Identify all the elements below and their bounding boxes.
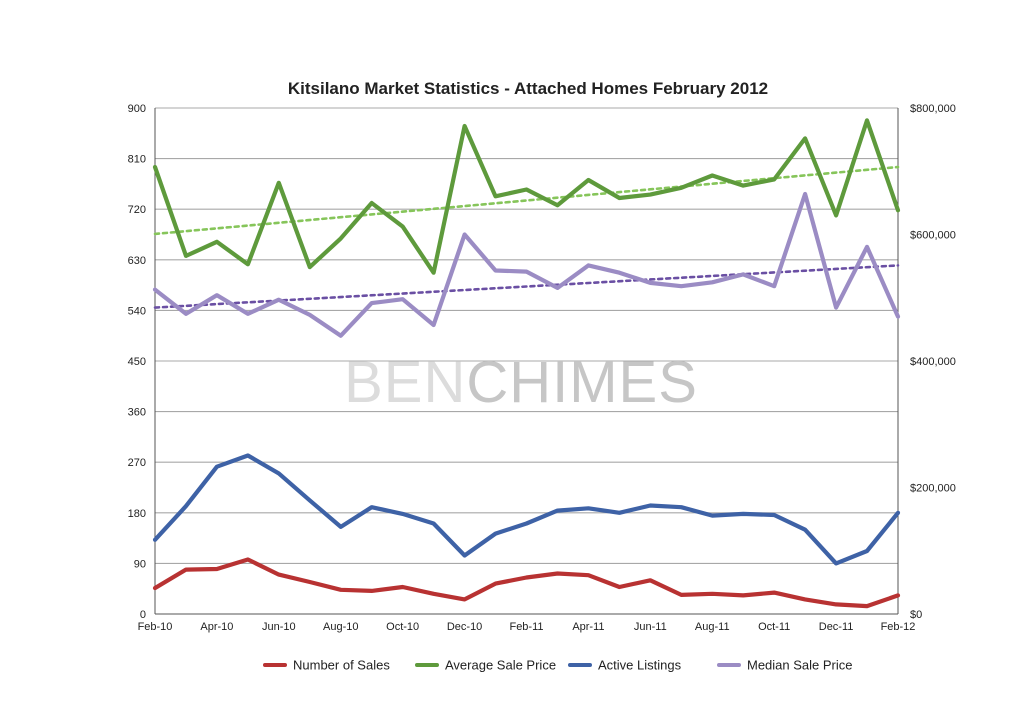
y-right-tick-label: $800,000: [910, 103, 956, 115]
series-line-active-listings: [152, 453, 901, 566]
x-tick-label: Oct-11: [758, 621, 790, 633]
x-tick-label: Aug-11: [695, 621, 730, 633]
x-tick-label: Feb-10: [138, 621, 173, 633]
x-tick-label: Jun-11: [634, 621, 667, 633]
y-left-tick-label: 0: [140, 609, 146, 621]
legend-label: Median Sale Price: [747, 658, 853, 673]
series-line-average-sale-price: [152, 118, 901, 275]
x-tick-label: Jun-10: [262, 621, 296, 633]
watermark-light: BEN: [344, 350, 466, 415]
legend-item-active-listings: Active Listings: [568, 658, 682, 673]
y-left-tick-label: 900: [128, 103, 146, 115]
x-tick-label: Apr-10: [200, 621, 233, 633]
x-tick-label: Dec-10: [447, 621, 482, 633]
legend-item-median-sale-price: Median Sale Price: [717, 658, 853, 673]
legend-item-number-of-sales: Number of Sales: [263, 658, 390, 673]
legend-label: Average Sale Price: [445, 658, 556, 673]
y-left-tick-label: 270: [128, 457, 146, 469]
axes: 0 90 180 270 360 450 540 630 720 810 900 $0 $200,000…: [128, 103, 956, 633]
y-left-tick-label: 450: [128, 356, 146, 368]
x-tick-label: Oct-10: [386, 621, 419, 633]
x-tick-label: Apr-11: [572, 621, 604, 633]
y-left-tick-label: 720: [128, 204, 146, 216]
series-line-number-of-sales: [152, 557, 901, 609]
legend-label: Active Listings: [598, 658, 682, 673]
legend-label: Number of Sales: [293, 658, 390, 673]
y-right-tick-label: $0: [910, 609, 922, 621]
series-lines: [152, 118, 901, 609]
y-left-tick-label: 810: [128, 154, 146, 166]
legend-item-average-sale-price: Average Sale Price: [415, 658, 556, 673]
chart-title: Kitsilano Market Statistics - Attached H…: [288, 79, 768, 98]
x-tick-label: Dec-11: [819, 621, 854, 633]
grid: [155, 107, 898, 615]
series-line-median-sale-price: [152, 191, 901, 338]
y-left-tick-label: 540: [128, 305, 146, 317]
y-left-tick-label: 90: [134, 558, 146, 570]
watermark: BENCHIMES: [344, 350, 698, 415]
x-tick-label: Aug-10: [323, 621, 358, 633]
trend-line: [153, 165, 900, 236]
y-right-tick-label: $400,000: [910, 356, 956, 368]
legend: Number of Sales Average Sale Price Active …: [263, 658, 853, 673]
x-tick-label: Feb-12: [881, 621, 916, 633]
y-left-tick-label: 360: [128, 407, 146, 419]
y-right-tick-label: $600,000: [910, 230, 956, 242]
y-left-tick-label: 180: [128, 508, 146, 520]
watermark-dark: CHIMES: [466, 350, 698, 415]
y-left-tick-label: 630: [128, 255, 146, 267]
x-tick-label: Feb-11: [509, 621, 543, 633]
y-right-tick-label: $200,000: [910, 483, 956, 495]
